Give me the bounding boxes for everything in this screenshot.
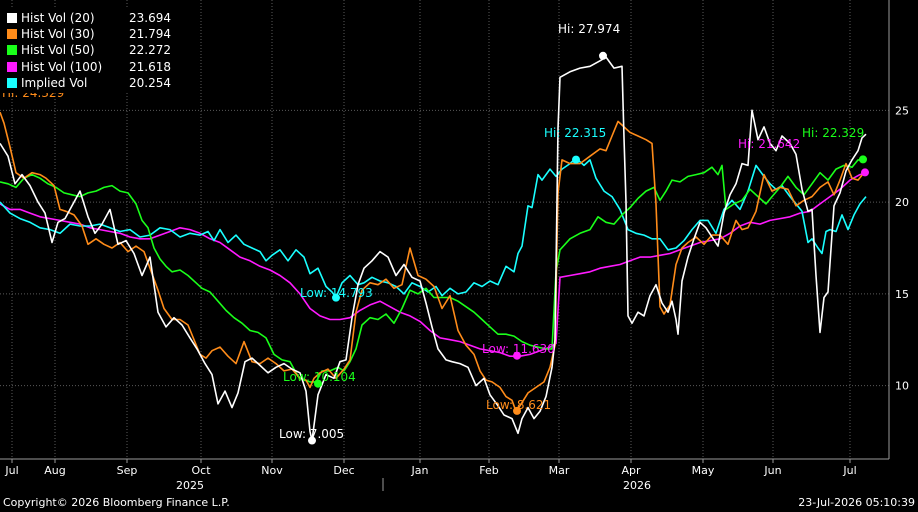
annotation-marker (308, 436, 316, 445)
legend-entry-hv100: Hist Vol (100) 21.618 (7, 59, 171, 75)
x-tick-label: Apr (621, 464, 641, 477)
legend-series-value: 21.794 (129, 27, 171, 42)
timestamp: 23-Jul-2026 05:10:39 (798, 496, 915, 509)
legend-swatch (7, 29, 17, 40)
annotation-label: Hi: 21.642 (738, 137, 800, 151)
annotation-marker (859, 155, 867, 164)
y-tick-label: 20 (895, 196, 909, 209)
annotation-label: Low: 11.630 (482, 342, 555, 356)
legend-swatch (7, 45, 17, 56)
annotation-marker (314, 379, 322, 388)
legend-series-value: 20.254 (129, 75, 171, 90)
annotation-marker (599, 51, 607, 60)
x-tick-label: Jan (411, 464, 429, 477)
x-tick-label: Nov (261, 464, 283, 477)
annotation-marker (513, 406, 521, 415)
series-lines (0, 56, 867, 442)
legend-series-name: Hist Vol (20) (21, 11, 95, 26)
x-tick-label: Jul (842, 464, 856, 477)
legend-series-name: Implied Vol (21, 75, 88, 90)
x-tick-label: Jul (4, 464, 18, 477)
x-tick-label: Feb (479, 464, 498, 477)
footer: Copyright© 2026 Bloomberg Finance L.P. 2… (0, 491, 918, 512)
annotation-label: Low: 10.104 (283, 370, 356, 384)
annotation-label: Hi: 22.329 (802, 126, 864, 140)
x-tick-label: Dec (333, 464, 354, 477)
legend-series-name: Hist Vol (30) (21, 27, 95, 42)
legend-swatch (7, 13, 17, 24)
copyright-text: Copyright© 2026 Bloomberg Finance L.P. (3, 496, 230, 509)
annotation-marker (332, 293, 340, 302)
x-tick-label: Oct (191, 464, 211, 477)
series-line (0, 56, 867, 442)
annotation-marker (513, 351, 521, 360)
series-line (0, 171, 867, 357)
annotation-label: Low: 14.793 (300, 286, 373, 300)
x-tick-label: Aug (44, 464, 65, 477)
y-tick-label: 25 (895, 104, 909, 117)
annotation-marker (572, 155, 580, 164)
legend-entry-hv20: Hist Vol (20) 23.694 (7, 10, 171, 26)
series-line (0, 111, 867, 413)
legend-entry-implied: Implied Vol 20.254 (7, 75, 171, 91)
legend-series-value: 23.694 (129, 11, 171, 26)
legend-entry-hv30: Hist Vol (30) 21.794 (7, 26, 171, 42)
x-tick-label: Mar (549, 464, 570, 477)
legend-swatch (7, 77, 17, 88)
annotation-label: Hi: 27.974 (558, 22, 620, 36)
annotation-label: Low: 7.005 (279, 427, 344, 441)
legend-series-value: 22.272 (129, 43, 171, 58)
series-line (0, 159, 866, 383)
legend-swatch (7, 61, 17, 72)
legend: Hist Vol (20) 23.694 Hist Vol (30) 21.79… (3, 9, 175, 93)
legend-series-name: Hist Vol (100) (21, 59, 103, 74)
legend-series-name: Hist Vol (50) (21, 43, 95, 58)
series-line (0, 157, 867, 299)
x-tick-label: Sep (117, 464, 138, 477)
year-label: 2025 (176, 479, 204, 491)
annotation-label: Hi: 22.315 (544, 126, 606, 140)
y-tick-label: 10 (895, 380, 909, 393)
year-label: 2026 (623, 479, 651, 491)
x-tick-label: Jun (763, 464, 781, 477)
legend-entry-hv50: Hist Vol (50) 22.272 (7, 42, 171, 58)
x-tick-label: May (692, 464, 715, 477)
annotation-marker (861, 168, 869, 177)
y-tick-label: 15 (895, 288, 909, 301)
annotation-label: Low: 8.621 (486, 398, 551, 412)
legend-series-value: 21.618 (129, 59, 171, 74)
